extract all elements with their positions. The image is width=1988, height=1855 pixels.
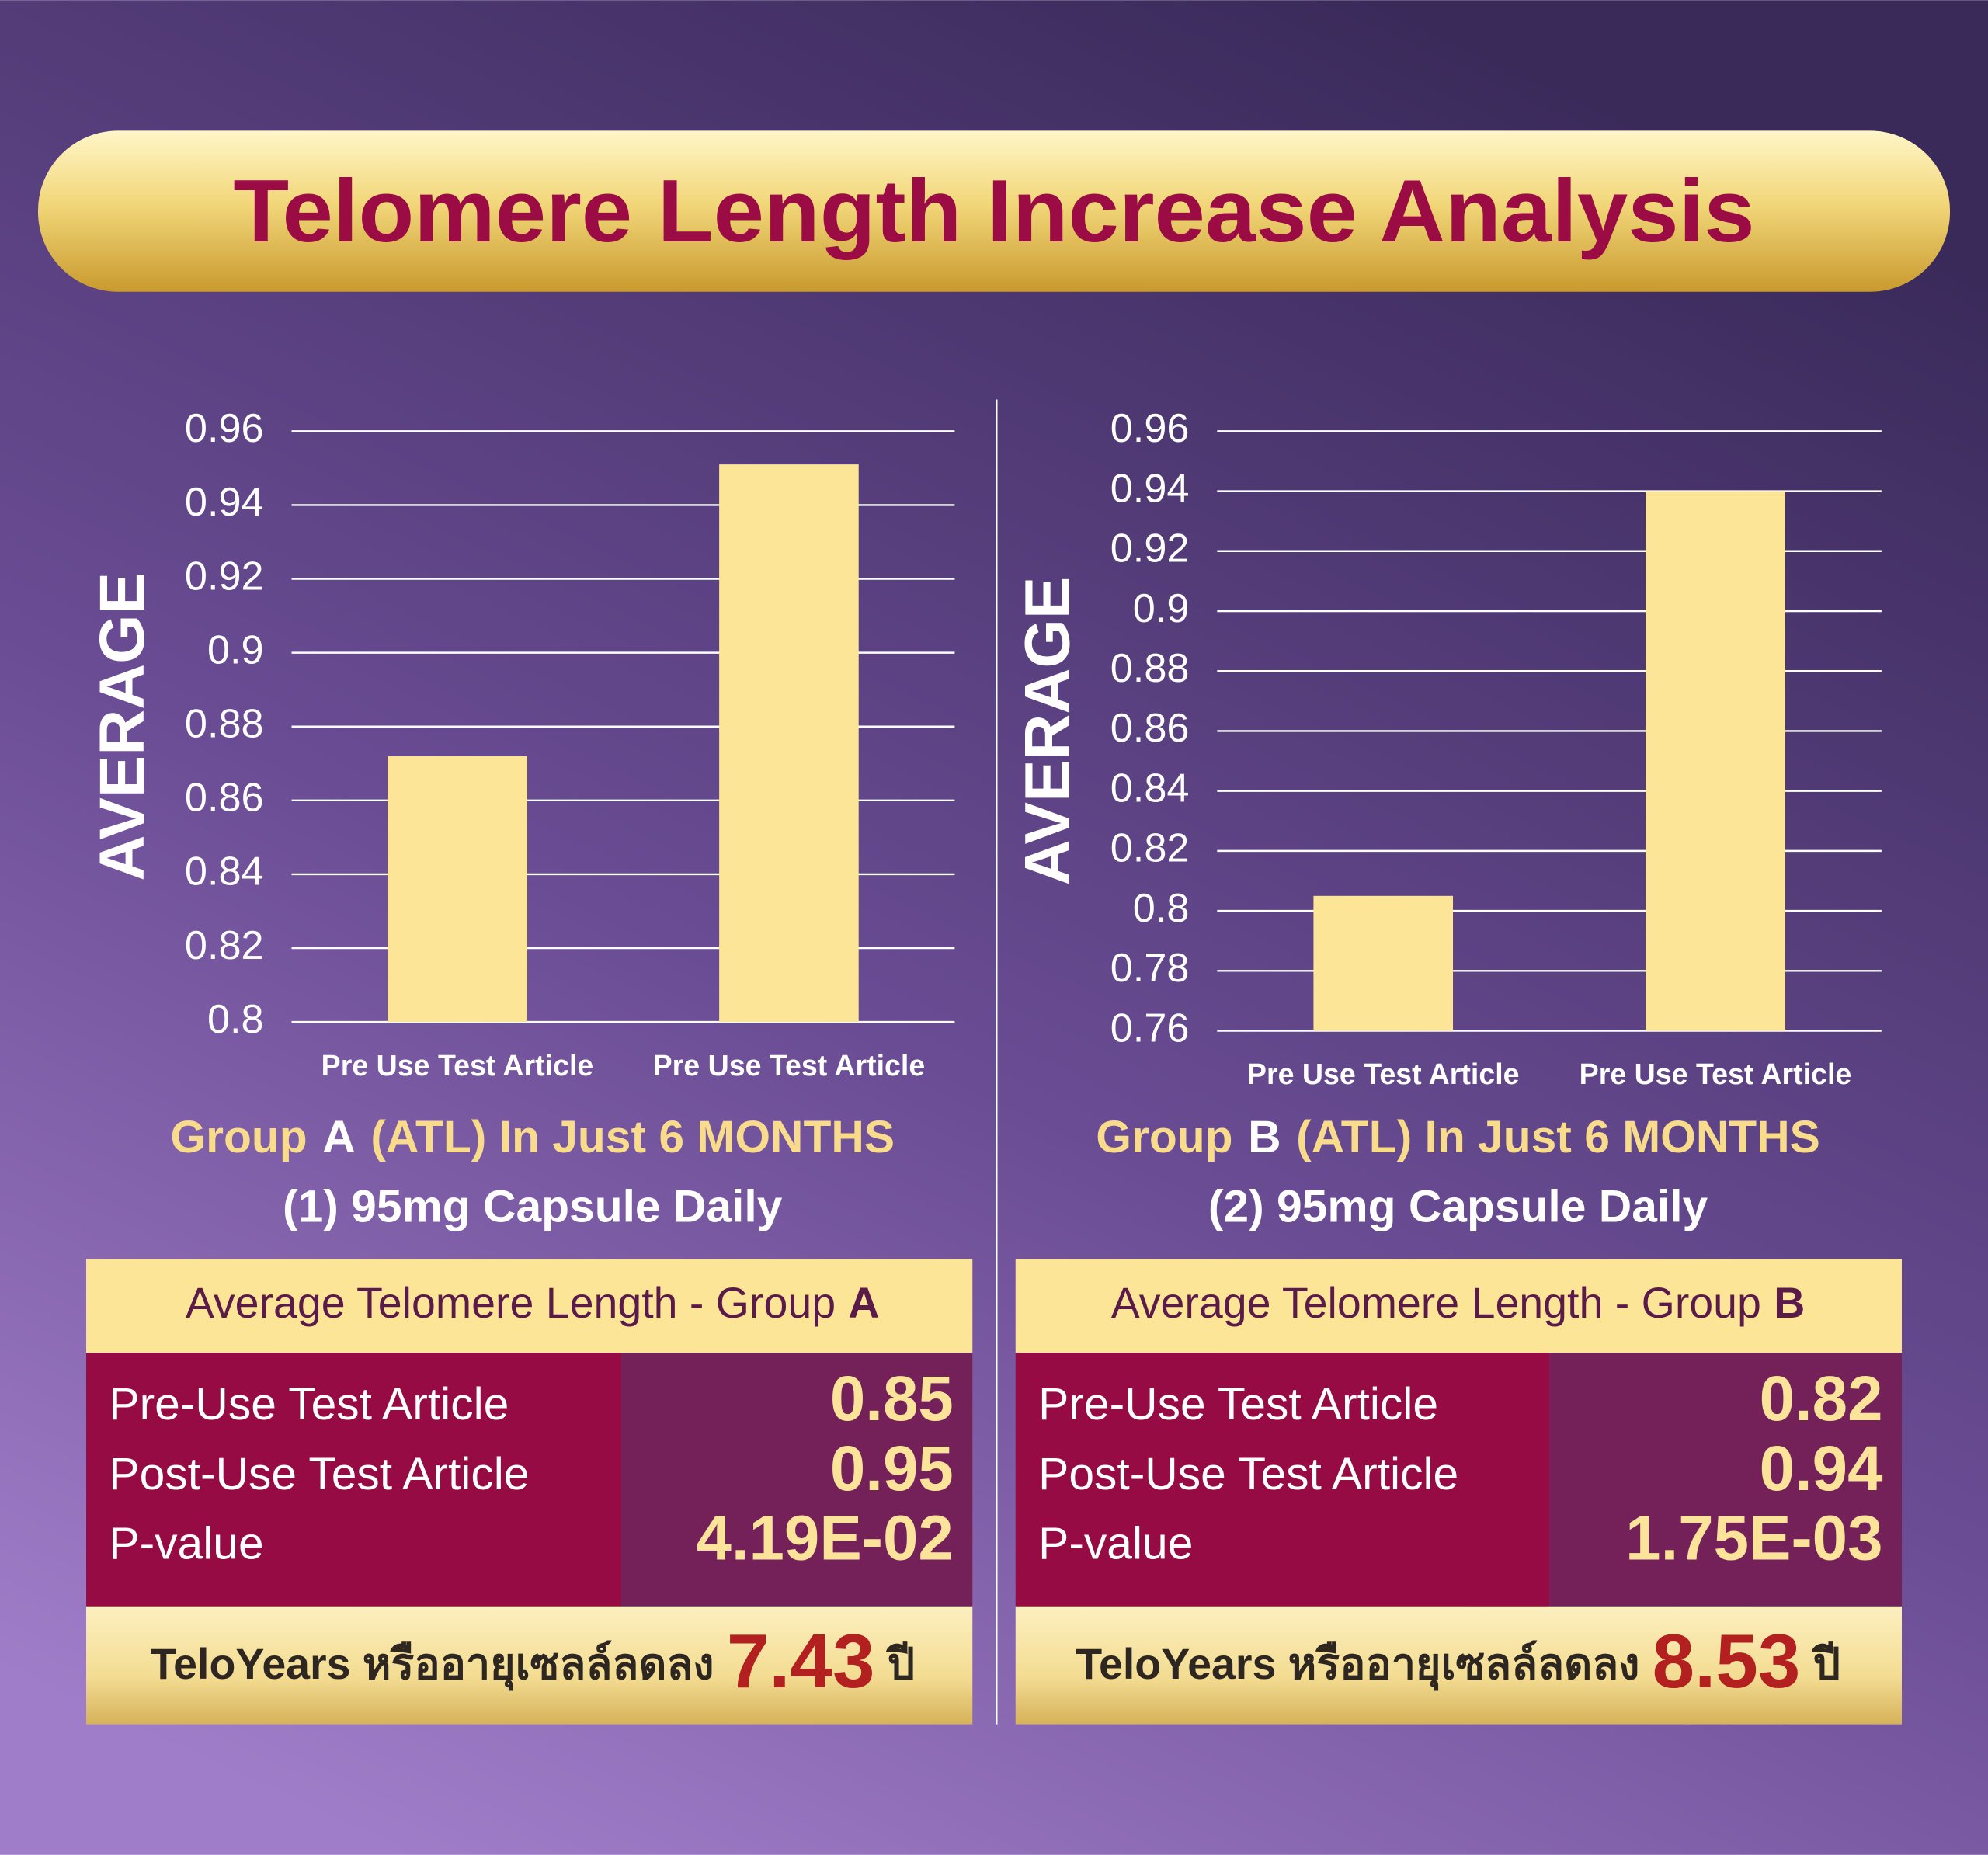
row-value: 1.75E-03	[1625, 1503, 1882, 1574]
caption-part: Group	[170, 1112, 307, 1162]
y-axis-label: AVERAGE	[1013, 577, 1083, 886]
y-tick-label: 0.78	[1110, 946, 1190, 991]
caption-part: B	[1248, 1112, 1281, 1162]
table-header-bg	[86, 1259, 973, 1353]
bar	[388, 756, 527, 1023]
caption-part: Group	[1096, 1112, 1232, 1162]
row-label: P-value	[1038, 1519, 1193, 1569]
table-header-part: Average Telomere Length - Group	[186, 1279, 836, 1327]
y-tick-label: 0.76	[1110, 1006, 1190, 1051]
row-label: Pre-Use Test Article	[1038, 1379, 1438, 1429]
row-value: 0.95	[830, 1433, 954, 1504]
row-value: 4.19E-02	[696, 1503, 953, 1574]
footer-part: 7.43	[727, 1618, 875, 1704]
row-label: Post-Use Test Article	[109, 1449, 529, 1499]
y-tick-label: 0.8	[1133, 886, 1190, 931]
table-header: Average Telomere Length - Group A	[186, 1279, 880, 1327]
footer-bg	[86, 1606, 973, 1725]
title-banner	[37, 130, 1951, 292]
footer: TeloYears หรืออายุเซลล์ลดลง 8.53 ปี	[1076, 1618, 1840, 1704]
y-tick-label: 0.96	[1110, 406, 1190, 451]
y-tick-label: 0.84	[1110, 766, 1190, 811]
y-tick-label: 0.84	[185, 849, 264, 894]
y-tick-label: 0.92	[1110, 526, 1190, 571]
caption-part: (ATL) In Just 6 MONTHS	[370, 1112, 895, 1162]
footer-part: TeloYears หรืออายุเซลล์ลดลง	[150, 1640, 714, 1691]
y-tick-label: 0.86	[1110, 706, 1190, 751]
row-label: P-value	[109, 1519, 263, 1569]
footer-part: TeloYears หรืออายุเซลล์ลดลง	[1076, 1640, 1639, 1691]
subcaption: (2) 95mg Capsule Daily	[1208, 1181, 1708, 1231]
y-tick-label: 0.9	[1133, 586, 1190, 631]
y-tick-label: 0.8	[207, 997, 264, 1042]
row-value: 0.94	[1760, 1433, 1883, 1504]
row-value: 0.85	[830, 1363, 954, 1434]
y-tick-label: 0.96	[185, 406, 264, 451]
table-header-part: A	[848, 1279, 879, 1327]
title: Telomere Length Increase Analysis	[233, 162, 1754, 261]
x-tick-label: Pre Use Test Article	[653, 1049, 926, 1082]
bar	[1646, 491, 1785, 1031]
table-header-part: Average Telomere Length - Group	[1111, 1279, 1761, 1327]
caption-part: A	[322, 1112, 355, 1162]
table-value-cell	[621, 1353, 973, 1607]
table-value-cell	[1549, 1353, 1902, 1607]
table-header: Average Telomere Length - Group B	[1111, 1279, 1806, 1327]
footer-part: ปี	[886, 1640, 915, 1688]
y-tick-label: 0.94	[1110, 466, 1190, 511]
bar	[1313, 895, 1454, 1031]
footer-part: ปี	[1811, 1640, 1840, 1688]
y-tick-label: 0.94	[185, 480, 264, 525]
y-tick-label: 0.82	[185, 923, 264, 968]
footer: TeloYears หรืออายุเซลล์ลดลง 7.43 ปี	[150, 1618, 915, 1704]
x-tick-label: Pre Use Test Article	[1580, 1058, 1852, 1090]
row-value: 0.82	[1760, 1363, 1883, 1434]
footer-part: 8.53	[1653, 1618, 1801, 1704]
y-tick-label: 0.88	[1110, 646, 1190, 691]
x-tick-label: Pre Use Test Article	[1247, 1058, 1520, 1090]
y-tick-label: 0.92	[185, 554, 264, 599]
y-tick-label: 0.88	[185, 702, 264, 747]
bar	[719, 464, 859, 1023]
caption-part: (ATL) In Just 6 MONTHS	[1296, 1112, 1820, 1162]
table-label-cell	[86, 1353, 622, 1607]
row-label: Pre-Use Test Article	[109, 1379, 509, 1429]
table-label-cell	[1015, 1353, 1550, 1607]
y-tick-label: 0.9	[207, 627, 264, 672]
y-axis-label: AVERAGE	[87, 572, 158, 881]
subcaption: (1) 95mg Capsule Daily	[283, 1181, 783, 1231]
footer-bg	[1015, 1606, 1902, 1725]
table-header-bg	[1015, 1259, 1902, 1353]
x-tick-label: Pre Use Test Article	[321, 1049, 594, 1082]
y-tick-label: 0.86	[185, 776, 264, 821]
y-tick-label: 0.82	[1110, 826, 1190, 871]
row-label: Post-Use Test Article	[1038, 1449, 1458, 1499]
caption: Group B (ATL) In Just 6 MONTHS	[1096, 1112, 1820, 1162]
caption: Group A (ATL) In Just 6 MONTHS	[170, 1112, 895, 1162]
table-header-part: B	[1774, 1279, 1805, 1327]
